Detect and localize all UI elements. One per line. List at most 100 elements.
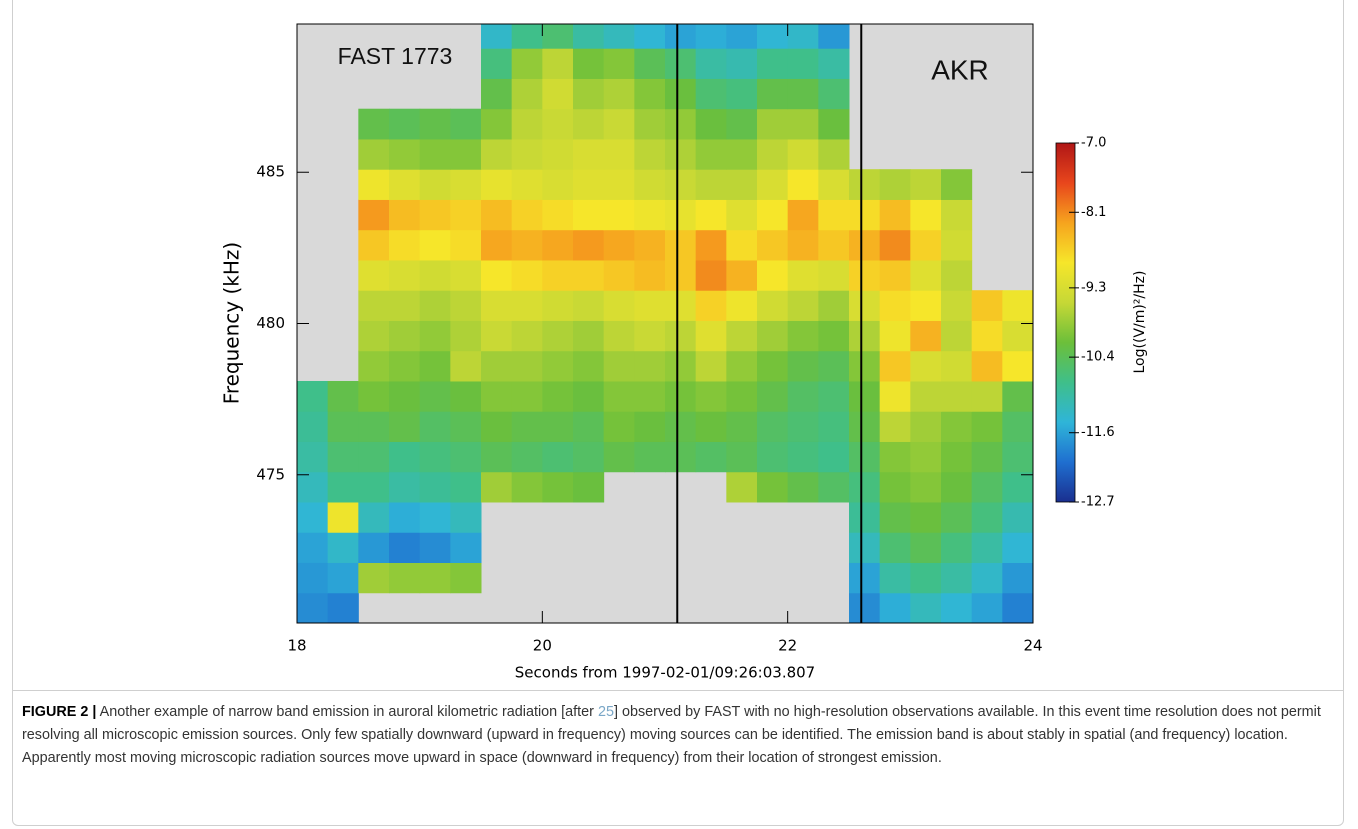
heatmap-cell: [726, 471, 758, 503]
heatmap-cell: [971, 411, 1003, 442]
heatmap-cell: [695, 441, 727, 473]
heatmap-cell: [941, 441, 973, 473]
heatmap-cell: [419, 501, 451, 533]
heatmap-cell: [511, 380, 543, 412]
heatmap-cell: [542, 320, 574, 352]
heatmap-cell: [665, 169, 697, 200]
heatmap-cell: [910, 562, 942, 594]
heatmap-cell: [726, 78, 758, 110]
heatmap-cell: [971, 290, 1003, 321]
heatmap-cell: [757, 199, 789, 231]
x-tick-label: 22: [778, 637, 797, 655]
heatmap-cell: [787, 24, 819, 49]
heatmap-cell: [450, 411, 482, 442]
heatmap-cell: [818, 350, 850, 382]
heatmap-cell: [389, 562, 421, 594]
heatmap-cell: [941, 532, 973, 563]
heatmap-cell: [695, 199, 727, 231]
heatmap-cell: [327, 380, 359, 412]
heatmap-cell: [879, 229, 911, 261]
heatmap-cell: [634, 320, 666, 352]
heatmap-cell: [849, 501, 881, 533]
heatmap-cell: [542, 229, 574, 261]
heatmap-cell: [481, 108, 513, 140]
heatmap-cell: [849, 441, 881, 473]
heatmap-cell: [695, 78, 727, 110]
reference-link[interactable]: 25: [597, 704, 614, 720]
colorbar-tick-label: -8.1: [1081, 205, 1106, 220]
heatmap-cell: [818, 24, 850, 49]
heatmap-cell: [327, 532, 359, 563]
heatmap-cell: [971, 471, 1003, 503]
heatmap-cell: [818, 441, 850, 473]
heatmap-cell: [450, 441, 482, 473]
heatmap-cell: [695, 350, 727, 382]
heatmap-cell: [297, 441, 329, 473]
heatmap-cell: [389, 441, 421, 473]
annotation: FAST 1773: [338, 43, 453, 69]
heatmap-cell: [389, 532, 421, 563]
heatmap-cell: [726, 441, 758, 473]
heatmap-cell: [879, 592, 911, 623]
y-axis-label: Frequency (kHz): [220, 242, 244, 404]
heatmap-cell: [603, 138, 635, 170]
heatmap-cell: [971, 592, 1003, 623]
heatmap-cell: [634, 411, 666, 442]
heatmap-cell: [511, 259, 543, 291]
heatmap-cell: [358, 290, 390, 321]
heatmap-cell: [603, 411, 635, 442]
heatmap-cell: [511, 350, 543, 382]
heatmap-cell: [603, 24, 635, 49]
heatmap-cell: [879, 350, 911, 382]
heatmap-cell: [634, 380, 666, 412]
heatmap: [297, 24, 1033, 623]
heatmap-cell: [634, 24, 666, 49]
heatmap-cell: [849, 350, 881, 382]
heatmap-cell: [910, 411, 942, 442]
heatmap-cell: [726, 24, 758, 49]
heatmap-cell: [726, 199, 758, 231]
heatmap-cell: [389, 290, 421, 321]
heatmap-cell: [665, 290, 697, 321]
heatmap-cell: [665, 411, 697, 442]
heatmap-cell: [358, 350, 390, 382]
heatmap-cell: [695, 229, 727, 261]
heatmap-cell: [665, 199, 697, 231]
heatmap-cell: [634, 169, 666, 200]
heatmap-cell: [849, 199, 881, 231]
heatmap-cell: [358, 229, 390, 261]
colorbar-tick-label: -10.4: [1081, 350, 1115, 365]
heatmap-cell: [941, 229, 973, 261]
heatmap-cell: [787, 78, 819, 110]
heatmap-cell: [542, 48, 574, 79]
heatmap-cell: [634, 441, 666, 473]
heatmap-cell: [358, 532, 390, 563]
heatmap-cell: [1002, 501, 1033, 533]
heatmap-cell: [879, 441, 911, 473]
heatmap-cell: [481, 199, 513, 231]
heatmap-cell: [1002, 350, 1033, 382]
heatmap-cell: [542, 169, 574, 200]
heatmap-cell: [665, 78, 697, 110]
heatmap-cell: [910, 320, 942, 352]
heatmap-cell: [389, 169, 421, 200]
heatmap-cell: [971, 350, 1003, 382]
heatmap-cell: [481, 411, 513, 442]
heatmap-cell: [941, 169, 973, 200]
heatmap-cell: [910, 592, 942, 623]
heatmap-cell: [481, 259, 513, 291]
overlay: [296, 23, 1034, 624]
heatmap-cell: [481, 380, 513, 412]
heatmap-cell: [941, 501, 973, 533]
heatmap-cell: [419, 350, 451, 382]
heatmap-cell: [1002, 471, 1033, 503]
heatmap-cell: [726, 411, 758, 442]
heatmap-cell: [419, 259, 451, 291]
heatmap-cell: [358, 380, 390, 412]
heatmap-cell: [818, 48, 850, 79]
heatmap-cell: [450, 108, 482, 140]
heatmap-cell: [573, 138, 605, 170]
heatmap-cell: [787, 229, 819, 261]
heatmap-cell: [818, 320, 850, 352]
